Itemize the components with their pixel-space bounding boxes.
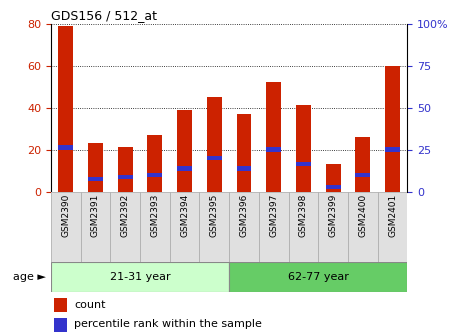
Text: GSM2397: GSM2397 [269, 194, 278, 237]
Text: GSM2396: GSM2396 [239, 194, 249, 237]
Bar [148, 135, 163, 192]
Bar [207, 156, 222, 160]
Bar [237, 114, 251, 192]
Bar [356, 137, 370, 192]
Bar [288, 192, 319, 262]
Text: GSM2393: GSM2393 [150, 194, 159, 237]
Bar [266, 148, 281, 152]
Bar [148, 173, 163, 177]
Text: GSM2400: GSM2400 [358, 194, 367, 237]
Bar [81, 192, 110, 262]
Text: GDS156 / 512_at: GDS156 / 512_at [51, 9, 157, 23]
Bar [118, 175, 132, 179]
Bar [110, 192, 140, 262]
Bar [237, 166, 251, 171]
Text: GSM2399: GSM2399 [329, 194, 338, 237]
Bar [51, 262, 229, 292]
Bar [88, 177, 103, 181]
Bar [58, 26, 73, 192]
Text: 62-77 year: 62-77 year [288, 272, 349, 282]
Text: GSM2398: GSM2398 [299, 194, 308, 237]
Bar [55, 298, 67, 312]
Text: GSM2394: GSM2394 [180, 194, 189, 237]
Bar [170, 192, 200, 262]
Bar [378, 192, 407, 262]
Bar [200, 192, 229, 262]
Text: GSM2392: GSM2392 [121, 194, 130, 237]
Bar [51, 192, 81, 262]
Text: GSM2401: GSM2401 [388, 194, 397, 237]
Bar [118, 148, 132, 192]
Bar [356, 173, 370, 177]
Bar [177, 110, 192, 192]
Bar [266, 82, 281, 192]
Bar [229, 192, 259, 262]
Bar [229, 262, 407, 292]
Bar [326, 185, 341, 190]
Bar [348, 192, 378, 262]
Text: GSM2395: GSM2395 [210, 194, 219, 237]
Bar [177, 166, 192, 171]
Bar [58, 145, 73, 150]
Bar [259, 192, 288, 262]
Bar [385, 66, 400, 192]
Bar [296, 106, 311, 192]
Text: 21-31 year: 21-31 year [110, 272, 170, 282]
Bar [88, 143, 103, 192]
Text: GSM2391: GSM2391 [91, 194, 100, 237]
Bar [55, 318, 67, 332]
Text: percentile rank within the sample: percentile rank within the sample [74, 319, 262, 329]
Text: GSM2390: GSM2390 [61, 194, 70, 237]
Text: age ►: age ► [13, 272, 46, 282]
Bar [319, 192, 348, 262]
Bar [326, 164, 341, 192]
Bar [296, 162, 311, 166]
Bar [140, 192, 170, 262]
Text: count: count [74, 300, 106, 309]
Bar [207, 97, 222, 192]
Bar [385, 148, 400, 152]
